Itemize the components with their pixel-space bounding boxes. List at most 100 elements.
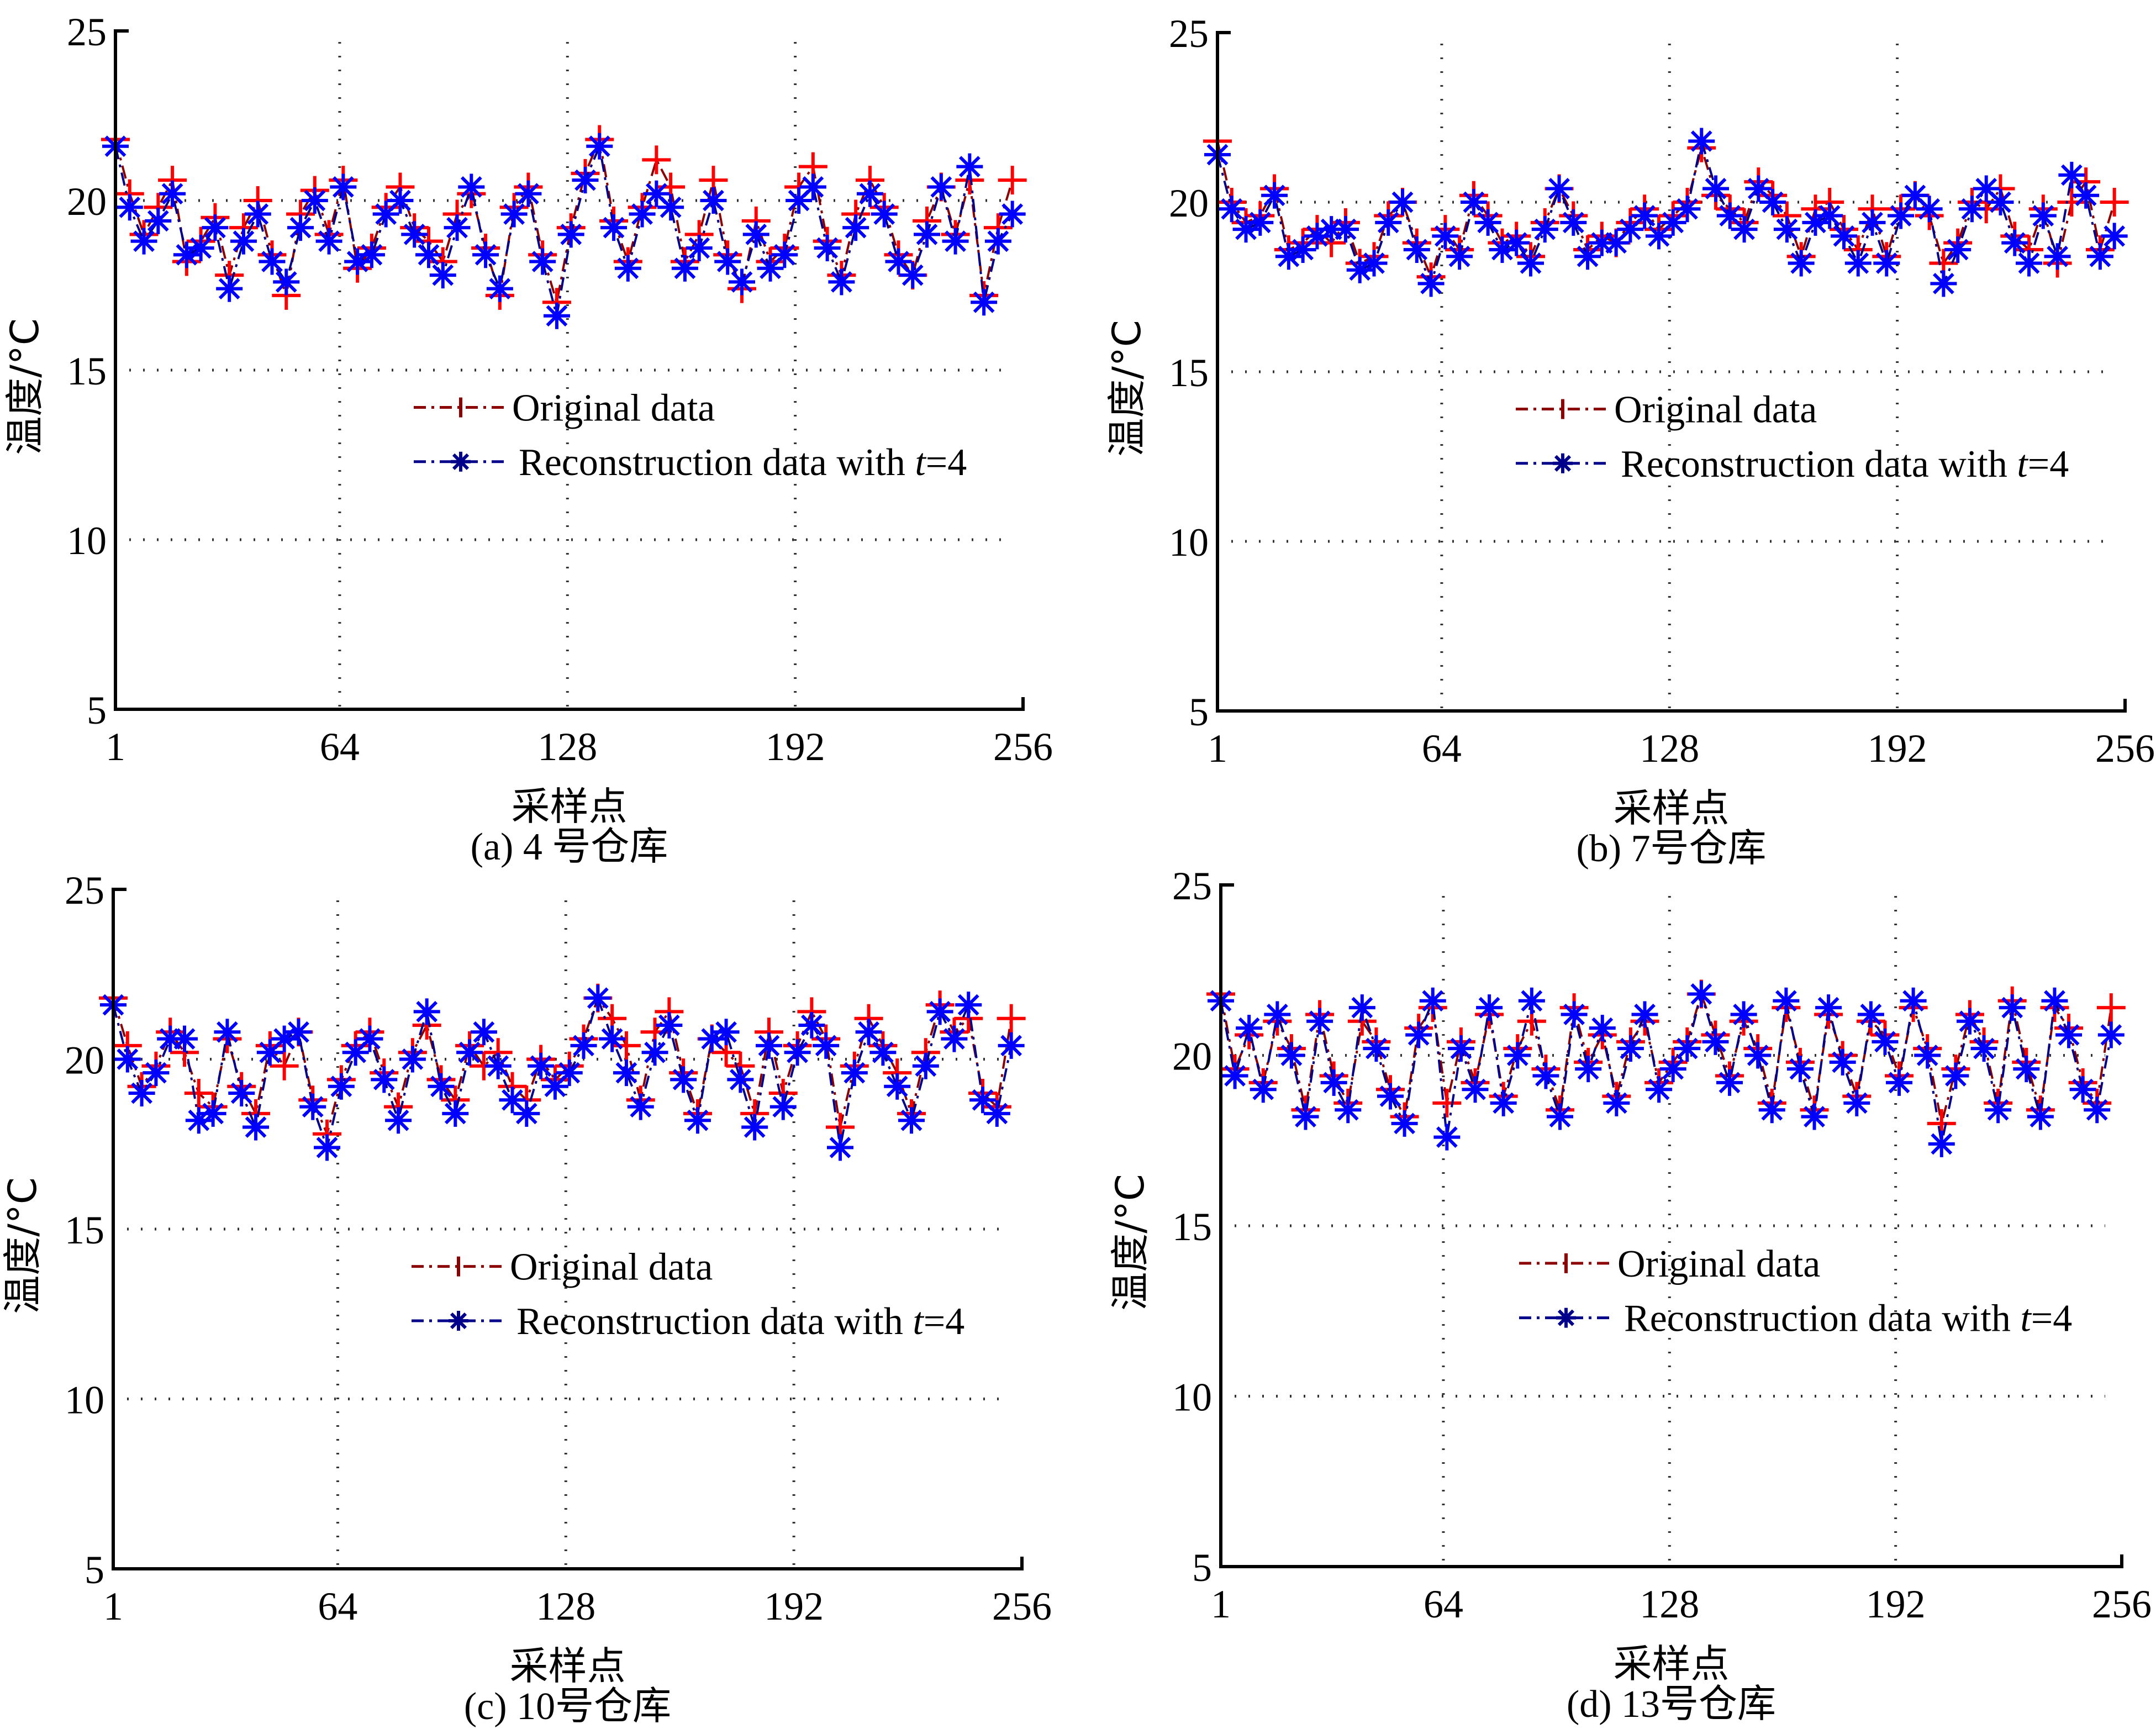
reconstruction-marker [899, 262, 926, 289]
y-tick-label: 20 [1172, 1035, 1212, 1079]
reconstruction-marker [1432, 223, 1459, 250]
legend-t-value: =4 [2028, 443, 2069, 486]
reconstruction-series-line [112, 994, 1013, 1152]
reconstruction-marker [813, 1032, 840, 1059]
x-axis-title: 采样点 [1614, 1641, 1730, 1686]
reconstruction-marker [727, 1066, 754, 1093]
reconstruction-marker [827, 1134, 853, 1161]
reconstruction-marker [1218, 196, 1245, 223]
reconstruction-marker [444, 214, 471, 241]
reconstruction-marker [941, 1025, 968, 1052]
reconstruction-marker [1659, 209, 1686, 236]
reconstruction-marker [470, 1019, 497, 1046]
reconstruction-marker [584, 984, 612, 1011]
legend-original-label: Original data [510, 1246, 713, 1289]
reconstruction-marker [613, 1059, 640, 1087]
axes [1216, 31, 2127, 713]
reconstruction-marker [1261, 182, 1288, 209]
reconstruction-marker [244, 201, 271, 228]
reconstruction-marker [1916, 196, 1943, 223]
legend-reconstruction-text: Reconstruction data with [1624, 1298, 2020, 1340]
y-axis-title: 温度/°C [0, 1177, 45, 1314]
y-axis-title: 温度/°C [2, 318, 48, 455]
reconstruction-marker [643, 180, 670, 207]
legend-t-variable: t [913, 1300, 924, 1343]
reconstruction-marker [371, 1066, 398, 1093]
reconstruction-marker [2044, 243, 2071, 270]
reconstruction-marker [128, 1080, 155, 1106]
original-series-line [1220, 990, 2112, 1124]
legend-reconstruction-text: Reconstruction data with [516, 1300, 913, 1343]
x-tick-label: 192 [1868, 726, 1927, 771]
reconstruction-marker [1476, 994, 1503, 1021]
reconstruction-marker [1645, 223, 1672, 250]
reconstruction-marker [372, 201, 399, 228]
reconstruction-marker [2027, 1103, 2054, 1130]
reconstruction-marker [1888, 202, 1915, 229]
reconstruction-marker [1289, 236, 1316, 263]
reconstruction-marker [984, 228, 1011, 255]
reconstruction-marker [387, 187, 414, 214]
x-tick-label: 192 [764, 1584, 824, 1628]
reconstruction-marker [769, 1093, 797, 1120]
y-tick-label: 15 [1169, 351, 1209, 395]
reconstruction-marker [1603, 1089, 1630, 1116]
reconstruction-marker [1688, 981, 1715, 1008]
legend-t-value: =4 [2031, 1298, 2072, 1340]
reconstruction-marker [1617, 1035, 1644, 1062]
x-tick-label: 256 [2092, 1582, 2152, 1626]
reconstruction-marker [499, 1087, 526, 1114]
legend-t-value: =4 [924, 1300, 964, 1343]
reconstruction-marker [670, 1066, 697, 1093]
reconstruction-marker [1801, 1103, 1828, 1130]
reconstruction-marker [456, 1039, 483, 1066]
reconstruction-marker [1531, 216, 1558, 243]
y-axis-title: 温度/°C [1108, 1174, 1153, 1310]
reconstruction-marker [956, 153, 983, 180]
y-tick-label: 10 [1172, 1375, 1212, 1420]
reconstruction-marker [1716, 202, 1743, 229]
reconstruction-marker [1773, 216, 1800, 243]
reconstruction-marker [786, 187, 813, 214]
reconstruction-marker [399, 1046, 426, 1073]
panel-caption: (a) 4 号仓库 [471, 826, 668, 868]
reconstruction-marker [1731, 216, 1758, 243]
reconstruction-marker [230, 228, 257, 255]
reconstruction-marker [449, 1311, 468, 1331]
reconstruction-marker [841, 1059, 868, 1087]
reconstruction-marker [1987, 189, 2014, 215]
panel-a: 1 64 128 192 256 5 10 15 20 25 采样点 温度/°C (a) 4 号仓库 Or… [2, 10, 1053, 868]
reconstruction-marker [1574, 243, 1601, 270]
reconstruction-marker [784, 1039, 811, 1066]
y-tick-label: 25 [67, 10, 107, 54]
reconstruction-marker [1292, 1103, 1319, 1130]
reconstruction-marker [1829, 1048, 1856, 1076]
reconstruction-marker [714, 248, 741, 275]
reconstruction-marker [1844, 250, 1872, 277]
reconstruction-marker [1405, 1021, 1432, 1048]
reconstruction-marker [171, 1025, 198, 1052]
y-tick-label: 15 [1172, 1205, 1212, 1249]
reconstruction-marker [1446, 243, 1473, 270]
reconstruction-marker [173, 241, 200, 268]
reconstruction-marker [1758, 1097, 1785, 1124]
reconstruction-marker [1958, 196, 1985, 223]
x-tick-label: 128 [1640, 726, 1699, 771]
reconstruction-marker [130, 228, 157, 255]
x-tick-label: 64 [1422, 726, 1462, 771]
reconstruction-marker [657, 194, 684, 221]
y-tick-label: 10 [65, 1378, 104, 1422]
reconstruction-marker [1462, 1076, 1489, 1103]
reconstruction-marker [914, 221, 941, 248]
reconstruction-marker [1447, 1035, 1474, 1062]
x-tick-label: 1 [1211, 1582, 1231, 1626]
reconstruction-marker [1930, 270, 1957, 297]
reconstruction-marker [1659, 1056, 1686, 1083]
x-tick-label: 128 [1640, 1582, 1699, 1626]
reconstruction-marker [243, 1114, 270, 1141]
reconstruction-marker [1788, 250, 1815, 277]
legend-reconstruction-label: Reconstruction data with t=4 [519, 441, 967, 484]
original-marker [184, 1079, 213, 1108]
reconstruction-marker [529, 248, 556, 275]
original-series-line [114, 135, 1014, 303]
